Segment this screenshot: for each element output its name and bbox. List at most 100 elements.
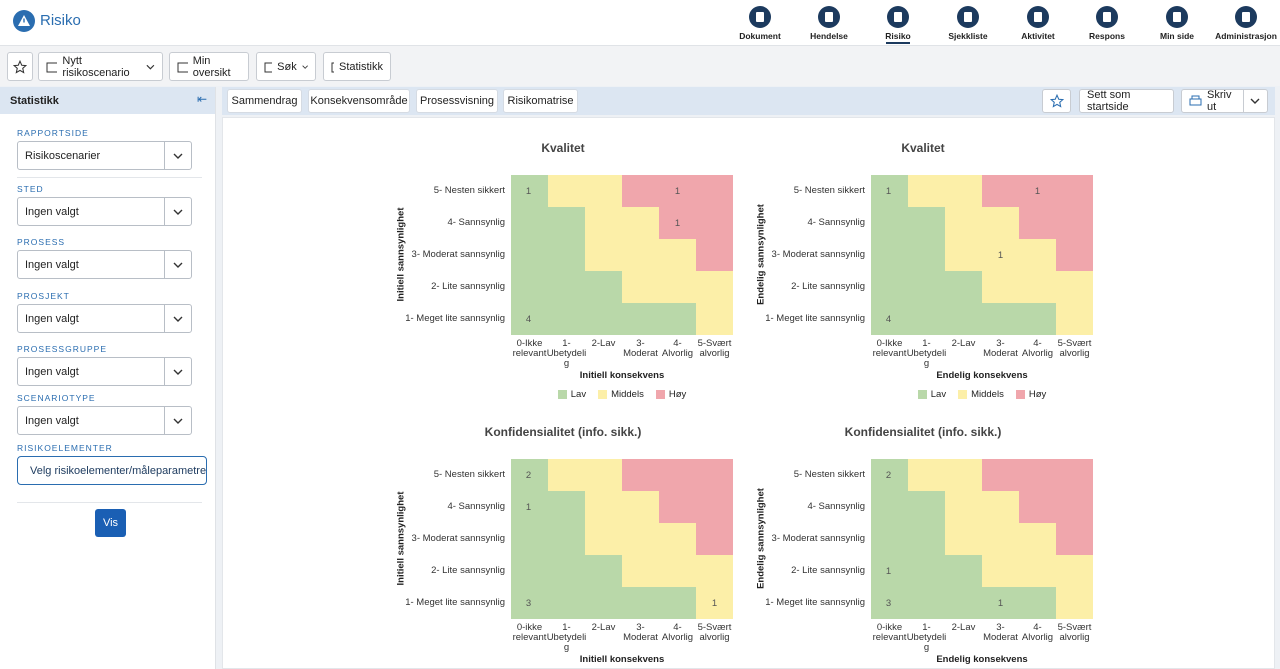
cell-count: 2 [885, 469, 892, 481]
legend-item: Middels [598, 389, 644, 400]
filter-select[interactable]: Risikoscenarier [17, 141, 192, 170]
nav-label[interactable]: Hendelse [810, 31, 848, 41]
matrix-cell [1056, 207, 1093, 239]
nav-label[interactable]: Min side [1159, 31, 1194, 41]
elements-button[interactable]: Velg risikoelementer/måleparametre [17, 456, 207, 485]
matrix-cell [696, 271, 733, 303]
toolbar-button[interactable]: Søk [256, 52, 316, 81]
column-label: 5-Svært alvorlig [1057, 622, 1092, 643]
nav-icon[interactable] [749, 6, 771, 28]
nav-icon[interactable] [1166, 6, 1188, 28]
row-label: 5- Nesten sikkert [793, 185, 865, 196]
column-label: 3- Moderat [983, 338, 1018, 359]
action-button[interactable]: Sett som startside [1079, 89, 1174, 113]
filter-select[interactable]: Ingen valgt [17, 304, 192, 333]
matrix-cell [908, 175, 945, 207]
cell-count: 1 [674, 217, 681, 229]
tab[interactable]: Sammendrag [227, 89, 302, 113]
matrix-title: Kvalitet [901, 141, 945, 155]
column-label: 4- Alvorlig [1021, 338, 1054, 359]
matrix-cell [982, 491, 1019, 523]
matrix-cell [622, 491, 659, 523]
matrix-cell [871, 523, 908, 555]
row-label: 5- Nesten sikkert [433, 469, 505, 480]
nav-icon[interactable] [957, 6, 979, 28]
matrix-cell [945, 207, 982, 239]
row-label: 4- Sannsynlig [807, 217, 865, 228]
nav-icon[interactable] [1096, 6, 1118, 28]
matrix-cell [908, 239, 945, 271]
favorite-button[interactable] [7, 52, 33, 81]
legend-label: Høy [1028, 389, 1047, 400]
sidebar: Statistikk ⇤ RAPPORTSIDE Risikoscenarier S… [0, 87, 216, 669]
nav-label[interactable]: Respons [1089, 31, 1125, 41]
matrix-cell [908, 207, 945, 239]
nav-icon[interactable] [1027, 6, 1049, 28]
matrix-cell [1019, 459, 1056, 491]
matrix-cell [659, 459, 696, 491]
cell-count: 1 [525, 501, 532, 513]
matrix-cell [659, 587, 696, 619]
nav-label[interactable]: Dokument [739, 31, 781, 41]
matrix-cell [585, 523, 622, 555]
nav-label[interactable]: Risiko [885, 31, 911, 41]
matrix-cell [696, 491, 733, 523]
filter-value: Ingen valgt [25, 365, 79, 378]
nav-icon[interactable] [1235, 6, 1257, 28]
row-label: 3- Moderat sannsynlig [771, 249, 865, 260]
matrix-cell [1019, 587, 1056, 619]
row-label: 3- Moderat sannsynlig [411, 533, 505, 544]
nav-label[interactable]: Administrasjon [1215, 31, 1277, 41]
legend-item: Lav [557, 389, 586, 400]
matrix-cell [622, 271, 659, 303]
tab[interactable]: Konsekvensområde [308, 89, 410, 113]
row-label: 3- Moderat sannsynlig [771, 533, 865, 544]
matrix-cell [945, 459, 982, 491]
collapse-button[interactable]: ⇤ [197, 92, 208, 106]
nav-label[interactable]: Aktivitet [1021, 31, 1055, 41]
column-label: 0-Ikke relevant [872, 338, 907, 359]
matrix-cell [908, 459, 945, 491]
toolbar-button[interactable]: Nytt risikoscenario [38, 52, 163, 81]
matrix-cell [511, 271, 548, 303]
nav-icon[interactable] [818, 6, 840, 28]
matrix-cell [945, 239, 982, 271]
nav-icon[interactable] [887, 6, 909, 28]
filter-select[interactable]: Ingen valgt [17, 406, 192, 435]
app-name[interactable]: Risiko [40, 12, 81, 29]
matrix-title: Konfidensialitet (info. sikk.) [844, 425, 1002, 439]
column-label: 0-ikke relevant [512, 622, 547, 643]
toolbar-button[interactable]: Min oversikt [169, 52, 249, 81]
matrix-cell [622, 459, 659, 491]
matrix-cell: 1 [982, 587, 1019, 619]
matrix-cell [908, 491, 945, 523]
legend-swatch [557, 390, 567, 399]
legend-item: Høy [655, 389, 686, 400]
filter-select[interactable]: Ingen valgt [17, 357, 192, 386]
matrix-cell [511, 523, 548, 555]
column-label: 2-Lav [591, 338, 616, 349]
elements-label: RISIKOELEMENTER [17, 443, 113, 453]
column-label: 1- Ubetydelig [546, 338, 587, 369]
submit-button[interactable]: Vis [95, 509, 126, 537]
matrix-cell [1019, 555, 1056, 587]
tab[interactable]: Risikomatrise [503, 89, 578, 113]
nav-label[interactable]: Sjekkliste [948, 31, 988, 41]
filter-value: Risikoscenarier [25, 149, 101, 162]
toolbar-button-label: Min oversikt [192, 54, 231, 79]
filter-select[interactable]: Ingen valgt [17, 197, 192, 226]
filter-label: SCENARIOTYPE [17, 393, 96, 403]
matrix-cell: 1 [696, 587, 733, 619]
favorite-button[interactable] [1042, 89, 1071, 113]
matrix-title: Kvalitet [541, 141, 585, 155]
matrix-cell [511, 555, 548, 587]
action-button[interactable]: Skriv ut [1181, 89, 1268, 113]
filter-select[interactable]: Ingen valgt [17, 250, 192, 279]
toolbar-button[interactable]: Statistikk [323, 52, 391, 81]
filter-label: STED [17, 184, 44, 194]
matrix-cell: 4 [511, 303, 548, 335]
matrix-cell: 4 [871, 303, 908, 335]
cell-count: 1 [997, 249, 1004, 261]
row-label: 3- Moderat sannsynlig [411, 249, 505, 260]
tab[interactable]: Prosessvisning [416, 89, 498, 113]
